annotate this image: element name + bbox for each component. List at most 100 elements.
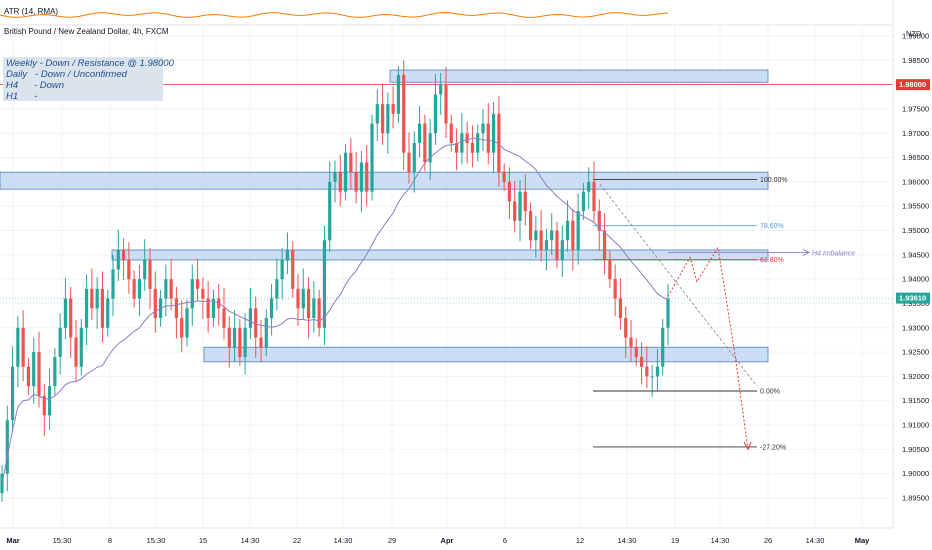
candle-body <box>106 298 110 328</box>
candle-body <box>10 366 15 421</box>
candle-body <box>491 113 496 153</box>
candle-body <box>79 327 83 367</box>
candle-body <box>539 230 543 250</box>
candle-body <box>264 318 268 348</box>
fib-label: 0.00% <box>760 389 780 396</box>
candle-body <box>148 259 152 289</box>
price-tick-label: 1.97500 <box>902 104 929 113</box>
candle-body <box>275 279 279 299</box>
candle-body <box>412 142 416 173</box>
fibonacci-levels: 100.00% 78.60% 61.80% 0.00% -27.20% <box>593 177 788 451</box>
candle-body <box>402 74 406 153</box>
candle-body <box>396 74 401 114</box>
supply-demand-zones <box>0 69 893 363</box>
candle-body <box>380 104 385 134</box>
price-tick-label: 1.90500 <box>902 445 929 454</box>
trend-dashed-line <box>599 184 758 387</box>
candle-body <box>338 172 342 192</box>
candle-body <box>391 104 395 114</box>
candle-body <box>465 133 469 143</box>
candle-body <box>460 133 464 153</box>
candle-body <box>16 327 20 367</box>
candle-body <box>618 298 623 319</box>
candlestick-series <box>0 60 670 502</box>
price-tick-label: 1.92500 <box>902 348 929 357</box>
candle-body <box>201 288 205 299</box>
time-tick-label: 8 <box>108 536 112 545</box>
price-tick-label: 1.95500 <box>902 202 929 211</box>
time-tick-label: 29 <box>388 536 396 545</box>
time-tick-label: 22 <box>293 536 301 545</box>
candle-body <box>190 279 194 309</box>
candle-body <box>624 318 628 338</box>
candle-body <box>195 279 200 289</box>
candle-body <box>121 249 126 260</box>
candle-body <box>174 298 179 319</box>
fib-label: -27.20% <box>760 444 786 451</box>
candle-body <box>69 298 73 338</box>
candle-body <box>143 259 147 280</box>
projection-path <box>667 246 752 451</box>
price-tick-label: 1.94000 <box>902 275 929 284</box>
time-axis[interactable]: Mar 15:30 8 15:30 15 14:30 22 14:30 29 Apr 6 12 14:3… <box>0 527 893 545</box>
atr-legend: ATR (14, RMA) <box>4 7 58 16</box>
candle-body <box>312 298 316 319</box>
price-tick-label: 1.89500 <box>902 494 929 503</box>
candle-body <box>592 181 596 212</box>
candle-body <box>0 473 4 494</box>
candle-body <box>528 211 533 241</box>
candle-body <box>486 123 490 153</box>
fib-label: 78.60% <box>760 223 784 230</box>
candle-body <box>58 327 62 357</box>
candle-body <box>63 298 68 328</box>
imbalance-label: H4 Imbalance <box>812 250 855 257</box>
candle-body <box>444 84 448 124</box>
candle-body <box>365 162 369 192</box>
candle-body <box>560 240 564 260</box>
candle-body <box>550 230 554 241</box>
candle-body <box>449 123 453 143</box>
candle-body <box>137 279 142 299</box>
candle-body <box>296 288 300 309</box>
candle-body <box>470 142 475 153</box>
candle-body <box>206 298 210 319</box>
time-tick-label: 14:30 <box>711 536 730 545</box>
candle-body <box>650 376 654 378</box>
candle-body <box>343 152 348 192</box>
bias-h4: H4 - Down <box>6 80 65 91</box>
candle-body <box>42 395 46 416</box>
candle-body <box>439 84 443 95</box>
candle-body <box>328 181 332 241</box>
time-tick-label: 15:30 <box>147 536 166 545</box>
candle-body <box>407 152 411 173</box>
candle-body <box>523 191 527 212</box>
candle-body <box>507 181 512 202</box>
candle-body <box>21 327 25 367</box>
candle-body <box>428 133 432 163</box>
candle-body <box>100 288 105 328</box>
candle-body <box>608 259 612 280</box>
price-tick-label: 1.97000 <box>902 129 929 138</box>
candle-body <box>629 337 633 348</box>
candle-body <box>354 172 358 192</box>
projection-arrowhead <box>743 441 752 451</box>
candle-body <box>90 288 94 309</box>
candle-body <box>95 288 99 309</box>
candle-body <box>587 181 591 192</box>
price-tick-label: 1.91500 <box>902 396 929 405</box>
price-axis[interactable]: 1.89500 1.90000 1.90500 1.91000 1.91500 1.920… <box>892 0 932 528</box>
candle-body <box>518 191 522 221</box>
time-tick-label: Apr <box>441 536 454 545</box>
time-tick-label: May <box>855 536 870 545</box>
candle-body <box>32 352 36 387</box>
candle-body <box>555 230 559 260</box>
candle-body <box>534 230 538 241</box>
time-tick-label: 14:30 <box>334 536 353 545</box>
bias-daily: Daily - Down / Unconfirmed <box>6 69 127 80</box>
candle-body <box>513 201 517 221</box>
candle-body <box>5 420 9 474</box>
candle-body <box>285 249 290 260</box>
price-tick-label: 1.96500 <box>902 153 929 162</box>
candle-body <box>243 327 247 357</box>
